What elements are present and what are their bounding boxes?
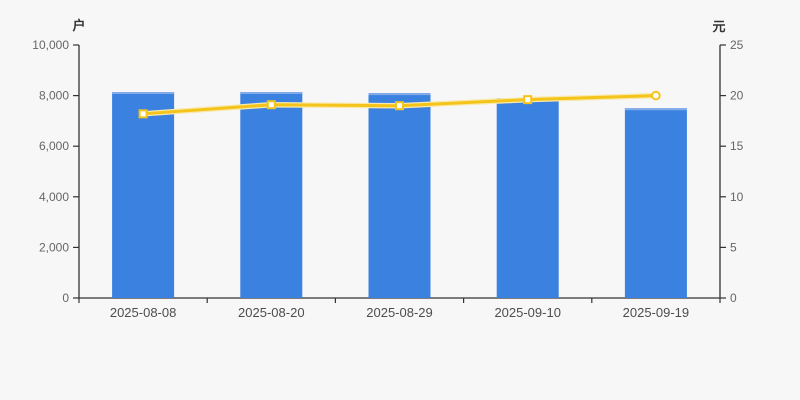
x-axis-category-label: 2025-08-29 (366, 305, 433, 320)
left-axis-tick-label: 4,000 (39, 190, 69, 204)
left-axis-tick-label: 10,000 (32, 38, 69, 52)
x-axis-category-label: 2025-08-08 (110, 305, 177, 320)
right-axis-tick-label: 0 (730, 291, 737, 305)
left-axis-tick-label: 6,000 (39, 139, 69, 153)
left-axis-tick-label: 2,000 (39, 240, 69, 254)
bar-2025-08-29[interactable] (368, 93, 431, 298)
line-point-last[interactable] (651, 90, 661, 101)
line-point[interactable] (523, 95, 533, 105)
bar-2025-08-20[interactable] (240, 92, 303, 298)
line-point[interactable] (138, 109, 148, 119)
line-point[interactable] (266, 100, 276, 110)
x-axis-category-label: 2025-09-10 (494, 305, 561, 320)
right-axis-tick-label: 15 (730, 139, 744, 153)
x-axis-category-label: 2025-08-20 (238, 305, 305, 320)
left-axis-tick-label: 8,000 (39, 89, 69, 103)
line-point[interactable] (395, 101, 404, 111)
right-axis-tick-label: 5 (730, 240, 737, 254)
right-axis-unit-label: 元 (712, 19, 726, 34)
right-axis-tick-label: 25 (730, 38, 744, 52)
x-axis-category-label: 2025-09-19 (623, 305, 690, 320)
right-axis-tick-label: 20 (730, 89, 744, 103)
right-axis-tick-label: 10 (730, 190, 744, 204)
left-axis-tick-label: 0 (62, 291, 69, 305)
bar-2025-09-10[interactable] (496, 98, 559, 298)
bar-2025-08-08[interactable] (112, 92, 175, 298)
left-axis-unit-label: 户 (72, 18, 86, 33)
bar-2025-09-19[interactable] (624, 108, 687, 298)
